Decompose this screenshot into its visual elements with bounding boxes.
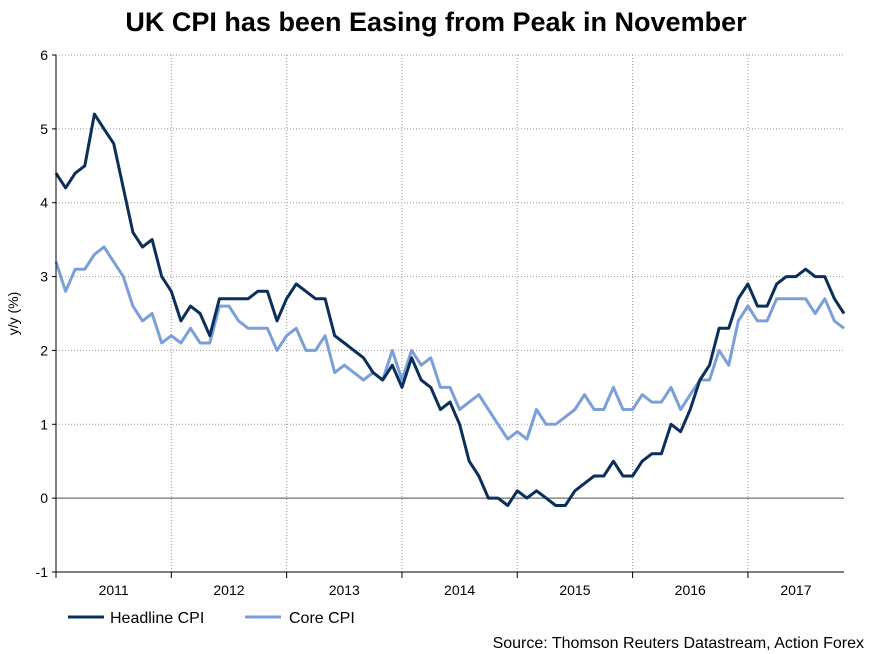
series-line (54, 112, 846, 507)
series-headline-cpi (54, 112, 846, 507)
legend-label-core-cpi: Core CPI (289, 610, 355, 627)
x-year-label: 2017 (780, 582, 811, 598)
series-core-cpi (54, 245, 845, 441)
legend: Headline CPI Core CPI (68, 610, 355, 627)
source-note: Source: Thomson Reuters Datastream, Acti… (493, 635, 864, 652)
y-tick-label: 2 (40, 342, 48, 358)
y-axis-label: y/y (%) (5, 292, 21, 336)
x-year-label: 2014 (444, 582, 475, 598)
x-year-label: 2013 (329, 582, 360, 598)
y-tick-label: 6 (40, 47, 48, 63)
x-year-label: 2012 (213, 582, 244, 598)
x-tick-marks (55, 572, 749, 578)
x-year-label: 2015 (559, 582, 590, 598)
y-tick-label: 4 (40, 195, 48, 211)
x-year-label: 2016 (675, 582, 706, 598)
y-tick-label: 1 (40, 416, 48, 432)
y-tick-label: 0 (40, 490, 48, 506)
chart-title: UK CPI has been Easing from Peak in Nove… (125, 7, 747, 37)
legend-label-headline-cpi: Headline CPI (110, 610, 204, 627)
y-tick-label: 5 (40, 121, 48, 137)
series-line (54, 245, 845, 441)
series-layer (54, 112, 846, 507)
y-tick-label: 3 (40, 269, 48, 285)
x-year-label: 2011 (99, 582, 129, 598)
y-tick-label: -1 (36, 564, 49, 580)
x-year-labels: 2011 2012 2013 2014 2015 2016 2017 (99, 582, 812, 598)
grid-lines (56, 54, 844, 573)
y-tick-labels: -1 0 1 2 3 4 5 6 (36, 47, 56, 580)
